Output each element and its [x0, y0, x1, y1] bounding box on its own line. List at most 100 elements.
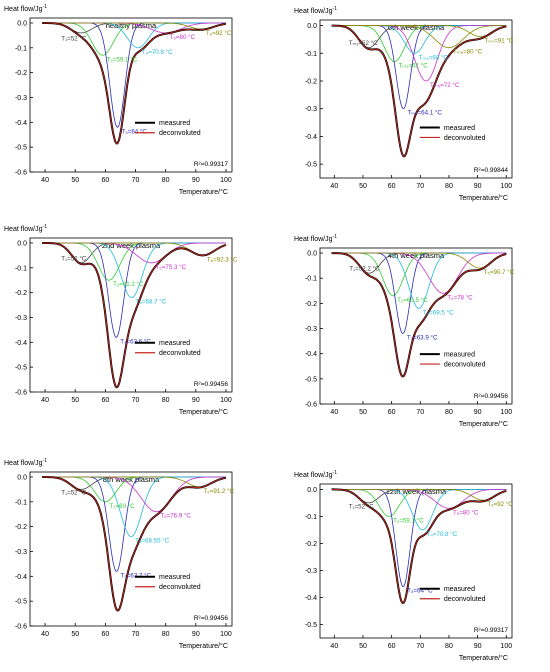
x-tick-label: 80 [162, 631, 170, 638]
y-tick-label: 0.0 [307, 23, 317, 30]
peak-label-t7: Tₘ₇=91 °C [484, 38, 513, 45]
x-axis-label: Temperature/°C [459, 194, 508, 202]
peak-curve-t6 [42, 22, 227, 30]
y-axis-label: Heat flow/Jg-1 [294, 470, 337, 479]
peak-label-t5: T₅=80 °C [170, 34, 196, 41]
peak-label-t2: T₂=60 °C [109, 503, 135, 510]
x-tick-label: 90 [474, 409, 482, 416]
chart-panel-3: 40 50 60 70 80 90 100 0.0 -0.1 -0.2 -0.3 -0.4 -0.5 -0… [4, 224, 238, 416]
plot-frame [29, 237, 233, 393]
x-tick-label: 50 [359, 409, 367, 416]
peak-label-t2: Tₘ₂=61 °C [399, 63, 429, 70]
x-tick-label: 100 [220, 397, 232, 404]
x-tick-label: 90 [192, 631, 200, 638]
peak-label-t4: Tₘ₄=68 °C [419, 54, 449, 61]
y-tick-label: 0.0 [307, 251, 317, 258]
y-tick-label: 0.0 [17, 240, 27, 247]
peak-label-t4: T₄=68.55 °C [135, 538, 170, 545]
r-squared: R²=0.99844 [474, 167, 509, 174]
y-tick-label: -0.5 [15, 145, 27, 152]
peak-label-t6: T₆=92 °C [487, 501, 513, 508]
x-tick-label: 50 [71, 631, 79, 638]
peak-label-t6: T₆=92 °C [206, 30, 232, 37]
peak-label-t5: T₅=78 °C [447, 294, 473, 301]
deconvoluted-curve [42, 242, 227, 388]
x-tick-label: 40 [41, 177, 49, 184]
x-tick-label: 100 [220, 631, 232, 638]
legend-deconvoluted: deconvoluted [444, 596, 486, 603]
peak-label-t3: Tₘ₃=64.1 °C [407, 110, 442, 117]
peak-label-t4: T₄=70.8 °C [427, 531, 458, 538]
y-tick-label: -0.3 [305, 568, 317, 575]
legend-deconvoluted: deconvoluted [444, 135, 486, 142]
x-tick-label: 70 [132, 397, 140, 404]
x-tick-label: 90 [192, 397, 200, 404]
plot-frame [29, 17, 233, 173]
y-tick-label: -0.2 [15, 524, 27, 531]
peak-curve-t6 [42, 476, 227, 488]
x-tick-label: 40 [330, 643, 338, 650]
chart-panel-4: 40 50 60 70 80 90 100 0.0 -0.1 -0.2 -0.3 -0.4 -0.5 -0… [294, 234, 515, 428]
legend-deconvoluted: deconvoluted [159, 130, 201, 137]
chart-title: 2nd week plasma [102, 241, 161, 250]
x-tick-label: 80 [445, 183, 453, 190]
x-tick-label: 100 [500, 643, 512, 650]
peak-label-t6: T₆=92.3 °C [207, 256, 238, 263]
deconvoluted-curve [331, 252, 507, 377]
deconvoluted-curve [42, 22, 227, 144]
y-tick-label: -0.4 [305, 134, 317, 141]
r-squared: R²=0.99317 [474, 627, 509, 634]
chart-panel-1: 40 50 60 70 80 90 100 0.0 -0.1 -0.2 -0.3 -0.4 -0.5 -0… [4, 4, 233, 196]
peak-label-t1: T₁=52.2 °C [349, 266, 380, 273]
x-tick-label: 80 [445, 643, 453, 650]
chart-title: healthy plasma [106, 21, 157, 30]
legend-deconvoluted: deconvoluted [444, 362, 486, 369]
legend-measured: measured [159, 120, 190, 127]
chart-panel-6: 40 50 60 70 80 90 100 0.0 -0.1 -0.2 -0.3 -0.4 -0.5 He… [294, 470, 513, 662]
r-squared: R²=0.99317 [194, 161, 229, 168]
y-tick-label: -0.5 [15, 599, 27, 606]
peak-curve-t6 [331, 489, 507, 501]
peak-label-t1: T₁=52 °C [61, 255, 87, 262]
x-tick-label: 80 [445, 409, 453, 416]
peak-label-t6: T₆=90.7 °C [484, 269, 515, 276]
legend-measured: measured [444, 586, 475, 593]
x-tick-label: 40 [41, 397, 49, 404]
y-tick-label: -0.6 [305, 402, 317, 409]
x-tick-label: 50 [71, 177, 79, 184]
peak-curve-t6 [331, 252, 507, 269]
peak-label-t1: T₁=52 °C [61, 489, 87, 496]
y-axis-label: Heat flow/Jg-1 [294, 6, 337, 15]
y-axis-label: Heat flow/Jg-1 [294, 234, 337, 243]
y-tick-label: -0.3 [15, 315, 27, 322]
x-tick-label: 60 [388, 643, 396, 650]
peak-label-t3: T₃=63.9 °C [407, 335, 438, 342]
y-tick-label: -0.2 [15, 290, 27, 297]
x-tick-label: 100 [220, 177, 232, 184]
peak-label-t5: T₅=80 °C [453, 509, 479, 516]
y-tick-label: -0.1 [305, 51, 317, 58]
plot-frame [319, 247, 513, 405]
legend-measured: measured [444, 352, 475, 359]
y-axis-label-sup: -1 [333, 6, 338, 12]
y-tick-label: -0.4 [15, 340, 27, 347]
x-tick-label: 90 [474, 643, 482, 650]
x-axis-label: Temperature/°C [179, 188, 228, 196]
y-tick-label: -0.6 [15, 170, 27, 177]
peak-label-t1: T₁=52 °C [349, 503, 375, 510]
peak-label-t6: Tₘ₆=80 °C [453, 49, 483, 56]
peak-label-t6: T₆=91.2 °C [203, 488, 234, 495]
y-tick-label: -0.1 [15, 499, 27, 506]
x-tick-label: 100 [500, 409, 512, 416]
x-tick-label: 40 [330, 409, 338, 416]
chart-panel-2: 40 50 60 70 80 90 100 0.0 -0.1 -0.2 -0.3 -0.4 -0.5 He… [294, 6, 514, 202]
y-tick-label: 0.0 [17, 474, 27, 481]
y-tick-label: 0.0 [17, 20, 27, 27]
legend-measured: measured [444, 125, 475, 132]
x-axis-label: Temperature/°C [179, 408, 228, 416]
peak-label-t5: Tₘ₅=72 °C [430, 82, 460, 89]
peak-label-t4: T₄=69.5 °C [423, 309, 454, 316]
y-tick-label: -0.3 [15, 95, 27, 102]
peak-label-t2: T₂=59.1 °C [107, 56, 138, 63]
y-tick-label: -0.1 [305, 276, 317, 283]
